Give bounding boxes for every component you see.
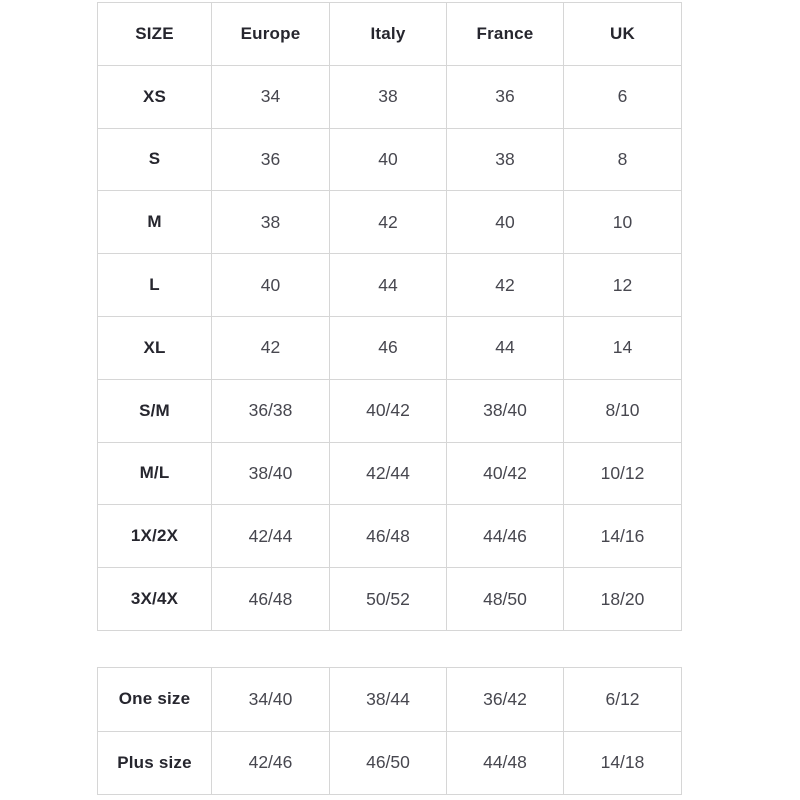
size-value-cell: 44/48 — [446, 730, 564, 795]
table-row: 3X/4X 46/48 50/52 48/50 18/20 — [97, 567, 682, 631]
size-label-cell: 1X/2X — [97, 504, 212, 569]
size-value-cell: 6/12 — [563, 667, 682, 732]
size-value-cell: 14 — [563, 315, 682, 380]
size-label-cell: M/L — [97, 441, 212, 506]
size-value-cell: 48/50 — [446, 567, 564, 631]
size-label-cell: S/M — [97, 378, 212, 443]
size-value-cell: 38/40 — [211, 441, 330, 506]
size-value-cell: 46 — [329, 315, 447, 380]
size-value-cell: 36/42 — [446, 667, 564, 732]
table-row: Plus size 42/46 46/50 44/48 14/18 — [97, 730, 682, 795]
table-row: M/L 38/40 42/44 40/42 10/12 — [97, 441, 682, 506]
size-value-cell: 40/42 — [446, 441, 564, 506]
size-value-cell: 34 — [211, 64, 330, 129]
table-row: S 36 40 38 8 — [97, 127, 682, 192]
size-value-cell: 50/52 — [329, 567, 447, 631]
size-value-cell: 38/40 — [446, 378, 564, 443]
size-label-cell: XL — [97, 315, 212, 380]
size-value-cell: 40/42 — [329, 378, 447, 443]
table-header-row: SIZE Europe Italy France UK — [97, 2, 682, 66]
table-row: XL 42 46 44 14 — [97, 315, 682, 380]
column-header-uk: UK — [563, 2, 682, 66]
size-value-cell: 44 — [446, 315, 564, 380]
size-label-cell: 3X/4X — [97, 567, 212, 631]
size-label-cell: Plus size — [97, 730, 212, 795]
size-value-cell: 38 — [446, 127, 564, 192]
size-value-cell: 38 — [211, 190, 330, 255]
size-value-cell: 44/46 — [446, 504, 564, 569]
size-value-cell: 34/40 — [211, 667, 330, 732]
size-label-cell: M — [97, 190, 212, 255]
size-value-cell: 46/48 — [329, 504, 447, 569]
size-value-cell: 46/48 — [211, 567, 330, 631]
table-row: 1X/2X 42/44 46/48 44/46 14/16 — [97, 504, 682, 569]
size-value-cell: 44 — [329, 253, 447, 317]
size-value-cell: 36 — [446, 64, 564, 129]
size-value-cell: 8/10 — [563, 378, 682, 443]
size-value-cell: 38/44 — [329, 667, 447, 732]
size-label-cell: L — [97, 253, 212, 317]
size-value-cell: 38 — [329, 64, 447, 129]
size-value-cell: 40 — [211, 253, 330, 317]
size-value-cell: 42 — [329, 190, 447, 255]
size-value-cell: 14/18 — [563, 730, 682, 795]
table-row: L 40 44 42 12 — [97, 253, 682, 317]
size-label-cell: S — [97, 127, 212, 192]
column-header-italy: Italy — [329, 2, 447, 66]
size-value-cell: 10/12 — [563, 441, 682, 506]
size-value-cell: 42/44 — [211, 504, 330, 569]
special-sizes-table: One size 34/40 38/44 36/42 6/12 Plus size 42/4… — [97, 667, 682, 795]
size-label-cell: XS — [97, 64, 212, 129]
size-label-cell: One size — [97, 667, 212, 732]
size-value-cell: 10 — [563, 190, 682, 255]
size-value-cell: 42 — [446, 253, 564, 317]
table-row: XS 34 38 36 6 — [97, 64, 682, 129]
size-value-cell: 18/20 — [563, 567, 682, 631]
size-value-cell: 42 — [211, 315, 330, 380]
size-value-cell: 42/46 — [211, 730, 330, 795]
column-header-europe: Europe — [211, 2, 330, 66]
table-row: One size 34/40 38/44 36/42 6/12 — [97, 667, 682, 732]
size-value-cell: 6 — [563, 64, 682, 129]
size-value-cell: 12 — [563, 253, 682, 317]
size-value-cell: 40 — [329, 127, 447, 192]
size-value-cell: 42/44 — [329, 441, 447, 506]
size-conversion-table: SIZE Europe Italy France UK XS 34 38 36 6 S 36… — [97, 2, 682, 631]
size-value-cell: 36 — [211, 127, 330, 192]
size-value-cell: 14/16 — [563, 504, 682, 569]
size-value-cell: 46/50 — [329, 730, 447, 795]
size-value-cell: 40 — [446, 190, 564, 255]
table-row: M 38 42 40 10 — [97, 190, 682, 255]
size-value-cell: 8 — [563, 127, 682, 192]
table-row: S/M 36/38 40/42 38/40 8/10 — [97, 378, 682, 443]
column-header-size: SIZE — [97, 2, 212, 66]
column-header-france: France — [446, 2, 564, 66]
size-value-cell: 36/38 — [211, 378, 330, 443]
